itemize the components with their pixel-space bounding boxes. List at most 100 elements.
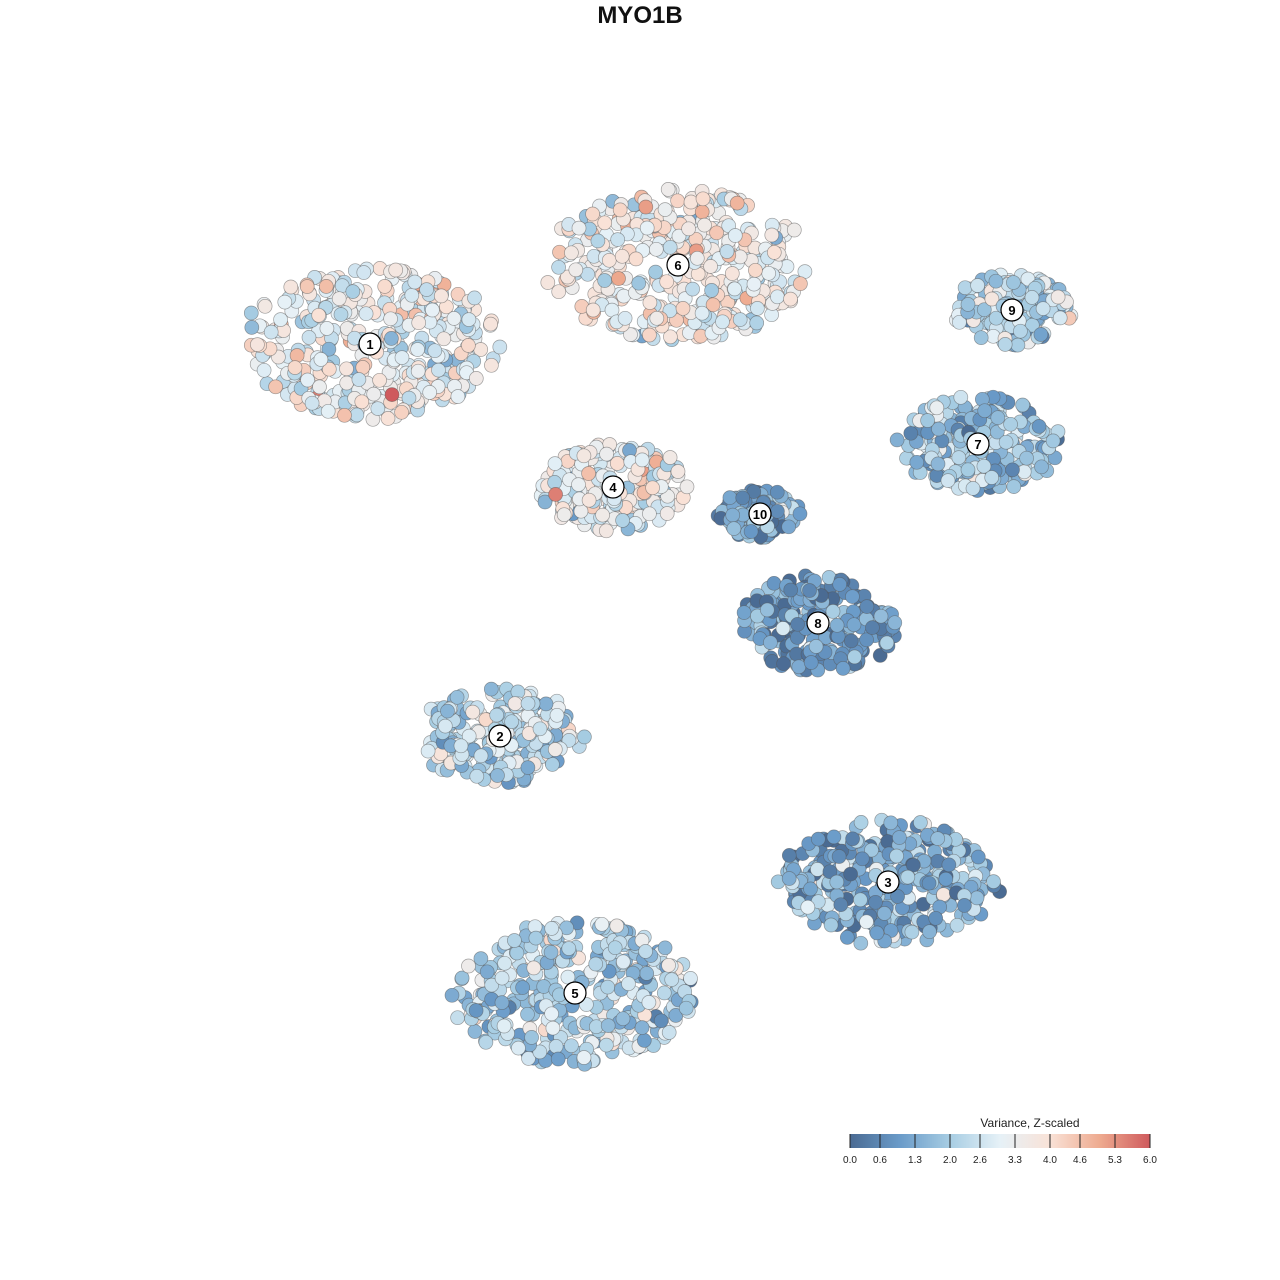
data-point: [524, 1030, 539, 1045]
data-point: [450, 286, 466, 302]
data-point: [642, 506, 657, 522]
data-point: [988, 310, 1004, 326]
data-point: [300, 372, 315, 388]
data-point: [859, 632, 874, 648]
data-point: [478, 1034, 494, 1050]
data-point: [551, 259, 566, 275]
data-point: [590, 233, 606, 249]
data-point: [547, 456, 563, 471]
data-point: [299, 279, 315, 294]
data-point: [949, 917, 965, 933]
data-point: [854, 851, 870, 867]
data-point: [273, 312, 288, 327]
data-point: [321, 361, 337, 377]
cluster-label-2: 2: [488, 724, 512, 748]
data-point: [800, 899, 816, 915]
data-point: [351, 372, 367, 387]
colorbar-title: Variance, Z-scaled: [980, 1116, 1079, 1130]
data-point: [594, 916, 610, 932]
cluster-badge: [806, 611, 830, 635]
data-point: [729, 195, 745, 211]
data-point: [511, 1040, 526, 1056]
data-point: [793, 276, 808, 292]
data-point: [366, 386, 382, 402]
data-point: [543, 944, 559, 960]
data-point: [547, 742, 563, 757]
data-point: [600, 979, 616, 995]
data-point: [889, 848, 904, 864]
data-point: [953, 389, 969, 405]
data-point: [769, 484, 785, 500]
cluster-badge: [358, 332, 382, 356]
data-point: [615, 513, 630, 528]
data-point: [461, 958, 476, 974]
data-point: [766, 575, 782, 591]
data-point: [969, 890, 985, 906]
cluster-badge: [601, 475, 625, 499]
data-point: [808, 639, 824, 654]
colorbar-tick-label: 2.6: [973, 1155, 987, 1166]
data-point: [356, 265, 372, 280]
data-point: [781, 871, 797, 886]
data-point: [960, 297, 976, 312]
cluster-label-1: 1: [358, 332, 382, 356]
data-point: [411, 315, 427, 331]
data-point: [641, 995, 657, 1010]
data-point: [483, 681, 499, 697]
data-point: [1035, 301, 1051, 316]
data-point: [639, 966, 655, 981]
data-point: [764, 227, 780, 243]
data-point: [444, 987, 460, 1003]
data-point: [873, 608, 889, 624]
data-point: [1031, 419, 1047, 434]
data-point: [715, 314, 730, 330]
data-point: [661, 1025, 677, 1040]
data-point: [951, 450, 967, 465]
data-point: [642, 295, 658, 310]
data-point: [450, 389, 466, 404]
data-point: [484, 357, 499, 373]
data-point: [301, 330, 317, 345]
data-point: [1033, 327, 1049, 342]
data-point: [1005, 462, 1020, 478]
data-point: [545, 757, 560, 772]
data-point: [250, 337, 265, 352]
data-point: [648, 241, 664, 257]
cluster-label-text: 4: [609, 480, 617, 495]
data-point: [615, 1011, 631, 1027]
colorbar-tick-label: 1.3: [908, 1155, 922, 1166]
data-point: [685, 281, 700, 297]
colorbar-tick-label: 0.6: [873, 1155, 887, 1166]
data-point: [792, 506, 808, 522]
data-point: [597, 273, 612, 288]
colorbar-tick-label: 6.0: [1143, 1155, 1157, 1166]
data-point: [268, 379, 283, 395]
data-point: [544, 921, 560, 936]
data-point: [781, 519, 797, 535]
data-point: [461, 728, 477, 744]
data-point: [283, 279, 299, 295]
data-point: [726, 521, 742, 536]
data-point: [377, 279, 393, 294]
data-point: [786, 222, 802, 238]
data-point: [883, 815, 899, 831]
data-point: [642, 327, 657, 343]
data-point: [243, 305, 259, 321]
data-point: [595, 507, 610, 523]
data-point: [313, 352, 329, 367]
colorbar-tick-label: 0.0: [843, 1155, 857, 1166]
colorbar-tick-label: 4.6: [1073, 1155, 1087, 1166]
data-point: [803, 655, 819, 670]
data-point: [420, 743, 436, 759]
data-point: [370, 401, 386, 416]
data-point: [877, 906, 892, 921]
data-point: [337, 407, 352, 423]
data-point: [984, 470, 1000, 485]
data-point: [532, 1044, 548, 1060]
data-point: [743, 524, 759, 539]
data-point: [920, 413, 935, 428]
data-point: [1052, 310, 1068, 326]
data-point: [489, 707, 505, 723]
data-point: [986, 874, 1001, 889]
